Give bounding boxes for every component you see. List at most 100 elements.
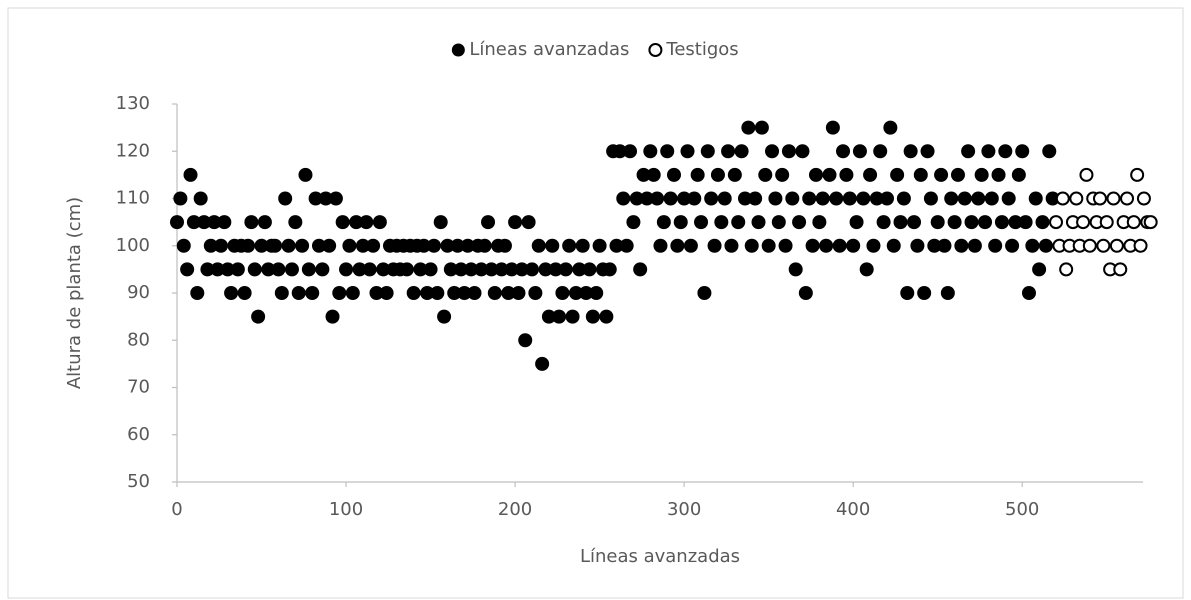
point [1028, 191, 1043, 206]
point [890, 167, 905, 182]
y-tick-label: 70 [127, 377, 150, 398]
point [278, 191, 293, 206]
point [1133, 238, 1148, 253]
point [1076, 215, 1091, 230]
point [778, 238, 793, 253]
point [328, 191, 343, 206]
point [552, 309, 567, 324]
point [497, 238, 512, 253]
point [852, 144, 867, 159]
point [457, 286, 472, 300]
point [886, 238, 901, 253]
point [754, 120, 769, 135]
point [788, 262, 803, 277]
y-tick-label: 50 [127, 471, 150, 492]
point [748, 191, 763, 206]
point [271, 262, 286, 277]
point [1092, 191, 1107, 206]
point [673, 215, 688, 230]
chart-frame [7, 7, 1184, 599]
x-tick-label: 300 [667, 499, 701, 520]
point [1069, 191, 1084, 206]
point [318, 191, 333, 206]
point [957, 191, 972, 206]
point [805, 238, 820, 253]
legend-label: Líneas avanzadas [469, 39, 629, 60]
point [416, 238, 431, 253]
point [298, 167, 313, 182]
point [714, 215, 729, 230]
point [971, 191, 986, 206]
point [511, 286, 526, 300]
point [1011, 167, 1026, 182]
point [345, 286, 360, 300]
point [426, 238, 441, 253]
point [366, 238, 381, 253]
point [514, 262, 529, 277]
point [633, 262, 648, 277]
point [639, 191, 654, 206]
point [994, 215, 1009, 230]
point [923, 191, 938, 206]
point [947, 215, 962, 230]
x-tick-label: 400 [836, 499, 870, 520]
point [460, 238, 475, 253]
point [193, 191, 208, 206]
point [349, 215, 364, 230]
point [927, 238, 942, 253]
point [683, 238, 698, 253]
point [808, 167, 823, 182]
point [619, 238, 634, 253]
point [1120, 191, 1135, 206]
point [440, 238, 455, 253]
point [978, 215, 993, 230]
point [352, 262, 367, 277]
x-tick-label: 500 [1005, 499, 1039, 520]
point [1025, 238, 1040, 253]
point [1055, 191, 1070, 206]
point [721, 144, 736, 159]
point [680, 144, 695, 159]
point [839, 167, 854, 182]
point [538, 262, 553, 277]
point [1035, 215, 1050, 230]
y-tick-label: 90 [127, 282, 150, 303]
point [849, 215, 864, 230]
y-axis-label: Altura de planta (cm) [64, 197, 85, 389]
point [474, 262, 489, 277]
point [866, 238, 881, 253]
point [1042, 144, 1057, 159]
point [896, 191, 911, 206]
point [545, 238, 560, 253]
point [281, 238, 296, 253]
point [1126, 215, 1141, 230]
point [612, 144, 627, 159]
point [1015, 144, 1030, 159]
point [846, 238, 861, 253]
point [869, 191, 884, 206]
point [758, 167, 773, 182]
point [751, 215, 766, 230]
point [883, 120, 898, 135]
point [940, 286, 955, 300]
point [653, 238, 668, 253]
point [900, 286, 915, 300]
point [765, 144, 780, 159]
point [359, 215, 374, 230]
point [1082, 238, 1097, 253]
point [413, 262, 428, 277]
point [863, 167, 878, 182]
point [781, 144, 796, 159]
point [724, 238, 739, 253]
point [342, 238, 357, 253]
point [379, 286, 394, 300]
legend-marker [648, 43, 663, 57]
point [907, 215, 922, 230]
point [315, 262, 330, 277]
point [666, 167, 681, 182]
point [626, 215, 641, 230]
point [572, 262, 587, 277]
point [687, 191, 702, 206]
point [974, 167, 989, 182]
